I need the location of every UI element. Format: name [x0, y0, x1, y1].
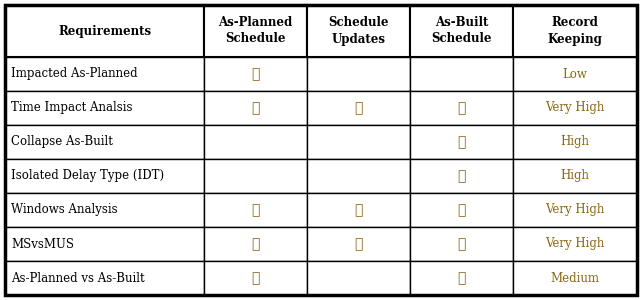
Text: As-Built
Schedule: As-Built Schedule — [431, 16, 492, 46]
Text: Collapse As-Built: Collapse As-Built — [11, 136, 113, 148]
Bar — [410, 227, 513, 261]
Text: Impacted As-Planned: Impacted As-Planned — [11, 68, 137, 80]
Bar — [513, 5, 637, 57]
Bar — [307, 159, 410, 193]
Text: ✓: ✓ — [458, 203, 466, 217]
Bar — [513, 261, 637, 295]
Bar — [513, 125, 637, 159]
Text: ✓: ✓ — [354, 203, 363, 217]
Text: Medium: Medium — [551, 272, 600, 284]
Bar — [410, 91, 513, 125]
Text: ✓: ✓ — [458, 271, 466, 285]
Bar — [204, 125, 307, 159]
Bar — [204, 159, 307, 193]
Text: Schedule
Updates: Schedule Updates — [328, 16, 389, 46]
Text: ✓: ✓ — [458, 135, 466, 149]
Text: Windows Analysis: Windows Analysis — [11, 203, 117, 217]
Text: As-Planned
Schedule: As-Planned Schedule — [218, 16, 293, 46]
Text: Low: Low — [562, 68, 587, 80]
Text: Very High: Very High — [545, 203, 605, 217]
Text: ✓: ✓ — [458, 101, 466, 115]
Text: Requirements: Requirements — [58, 25, 151, 38]
Bar — [5, 261, 204, 295]
Bar — [204, 193, 307, 227]
Bar — [410, 57, 513, 91]
Text: ✓: ✓ — [252, 271, 260, 285]
Text: Record
Keeping: Record Keeping — [548, 16, 602, 46]
Bar — [204, 261, 307, 295]
Bar — [307, 91, 410, 125]
Bar — [410, 5, 513, 57]
Text: Time Impact Analsis: Time Impact Analsis — [11, 101, 132, 115]
Bar — [5, 125, 204, 159]
Text: Isolated Delay Type (IDT): Isolated Delay Type (IDT) — [11, 169, 164, 182]
Text: ✓: ✓ — [252, 203, 260, 217]
Bar — [5, 91, 204, 125]
Bar — [5, 5, 204, 57]
Text: ✓: ✓ — [354, 237, 363, 251]
Bar — [307, 57, 410, 91]
Bar — [410, 159, 513, 193]
Bar — [513, 193, 637, 227]
Text: High: High — [560, 136, 589, 148]
Text: ✓: ✓ — [354, 101, 363, 115]
Bar — [513, 227, 637, 261]
Bar — [410, 261, 513, 295]
Bar — [307, 193, 410, 227]
Bar — [204, 5, 307, 57]
Text: MSvsMUS: MSvsMUS — [11, 238, 74, 250]
Text: ✓: ✓ — [458, 169, 466, 183]
Text: ✓: ✓ — [252, 67, 260, 81]
Bar — [513, 91, 637, 125]
Bar — [307, 5, 410, 57]
Text: Very High: Very High — [545, 101, 605, 115]
Text: ✓: ✓ — [252, 101, 260, 115]
Bar — [204, 91, 307, 125]
Bar — [410, 125, 513, 159]
Bar — [307, 227, 410, 261]
Bar — [307, 125, 410, 159]
Text: ✓: ✓ — [252, 237, 260, 251]
Text: Very High: Very High — [545, 238, 605, 250]
Text: High: High — [560, 169, 589, 182]
Bar — [5, 193, 204, 227]
Bar — [307, 261, 410, 295]
Text: As-Planned vs As-Built: As-Planned vs As-Built — [11, 272, 144, 284]
Bar — [5, 57, 204, 91]
Bar — [204, 57, 307, 91]
Bar — [410, 193, 513, 227]
Bar — [5, 159, 204, 193]
Bar — [513, 57, 637, 91]
Bar — [5, 227, 204, 261]
Bar — [204, 227, 307, 261]
Text: ✓: ✓ — [458, 237, 466, 251]
Bar — [513, 159, 637, 193]
